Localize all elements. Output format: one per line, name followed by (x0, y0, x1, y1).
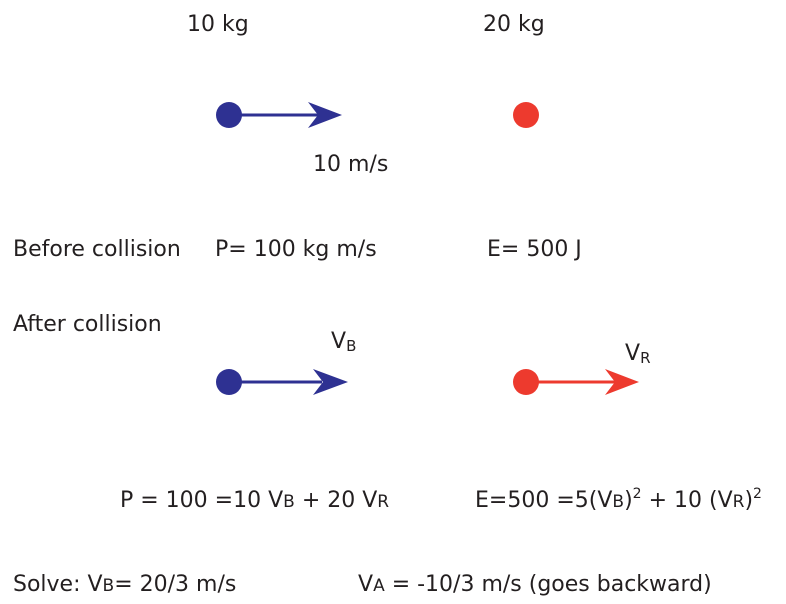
before-energy: E= 500 J (487, 237, 582, 262)
energy-eq-r: R (732, 492, 745, 512)
energy-eq-mid2: + 10 (V (641, 488, 733, 513)
momentum-eq-b: B (283, 492, 295, 512)
energy-eq-lead: E=500 =5(V (475, 488, 613, 513)
vb-label: VB (331, 329, 357, 355)
blue-ball-after (216, 369, 242, 395)
red-velocity-arrowhead-after (605, 369, 639, 395)
red-ball-after (513, 369, 539, 395)
energy-eq-mid3: ) (744, 488, 754, 513)
blue-ball-before (216, 102, 242, 128)
energy-eq-mid1: ) (624, 488, 633, 513)
after-collision-label: After collision (13, 312, 162, 337)
before-momentum: P= 100 kg m/s (215, 237, 377, 262)
blue-mass-label: 10 kg (187, 12, 249, 37)
red-mass-label: 20 kg (483, 12, 545, 37)
vb-symbol: V (331, 329, 347, 354)
vr-symbol: V (625, 341, 641, 366)
vb-subscript: B (346, 337, 357, 355)
solve-va-sub: A (373, 576, 385, 596)
blue-speed-label: 10 m/s (313, 152, 389, 177)
momentum-eq-r: R (377, 492, 390, 512)
solve-prefix: Solve: V (13, 572, 103, 597)
energy-eq-exp1: 2 (632, 486, 642, 502)
solve-va: VA = -10/3 m/s (goes backward) (358, 574, 712, 596)
momentum-eq-mid: + 20 V (294, 488, 378, 513)
solve-va-symbol: V (358, 572, 374, 597)
vr-label: VR (625, 341, 651, 367)
solve-vb-sub: B (102, 576, 115, 596)
red-ball-before (513, 102, 539, 128)
solve-vb-value: = 20/3 m/s (114, 572, 237, 597)
blue-velocity-arrowhead-before (308, 102, 342, 128)
blue-velocity-arrowhead-after (313, 369, 348, 395)
before-collision-label: Before collision (13, 237, 181, 262)
solve-va-value: = -10/3 m/s (goes backward) (384, 572, 712, 597)
energy-eq-b: B (612, 492, 625, 512)
momentum-eq-lead: P = 100 =10 V (120, 488, 284, 513)
vr-subscript: R (640, 349, 651, 367)
momentum-equation: P = 100 =10 VB + 20 VR (120, 490, 389, 512)
energy-eq-exp2: 2 (753, 486, 762, 502)
energy-equation: E=500 =5(VB)2 + 10 (VR)2 (475, 487, 762, 513)
solve-vb: Solve: VB= 20/3 m/s (13, 574, 236, 596)
